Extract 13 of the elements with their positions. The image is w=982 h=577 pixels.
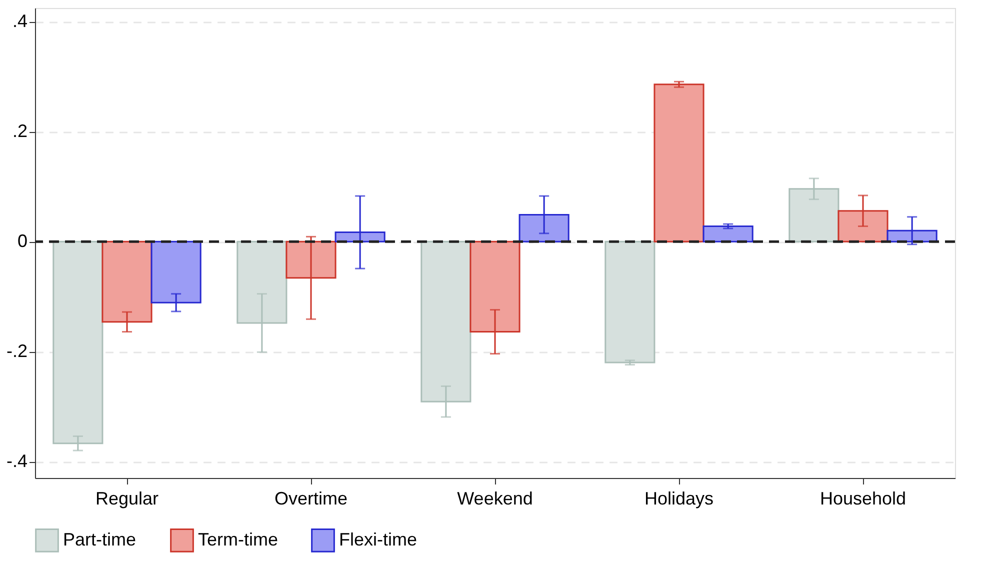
x-tick-label: Overtime [274,488,348,508]
legend-label: Part-time [63,529,136,550]
x-tick-label: Regular [95,488,159,508]
legend-label: Term-time [198,529,278,550]
y-tick-label: 0 [17,231,28,252]
y-tick-label: -.2 [6,341,28,362]
y-tick-label: .4 [12,11,28,32]
x-tick-label: Weekend [457,488,533,508]
x-tick-label: Household [820,488,906,508]
y-tick-label: -.4 [6,451,28,472]
x-tick-label: Holidays [644,488,714,508]
legend-label: Flexi-time [339,529,418,550]
y-tick-label: .2 [12,121,28,142]
